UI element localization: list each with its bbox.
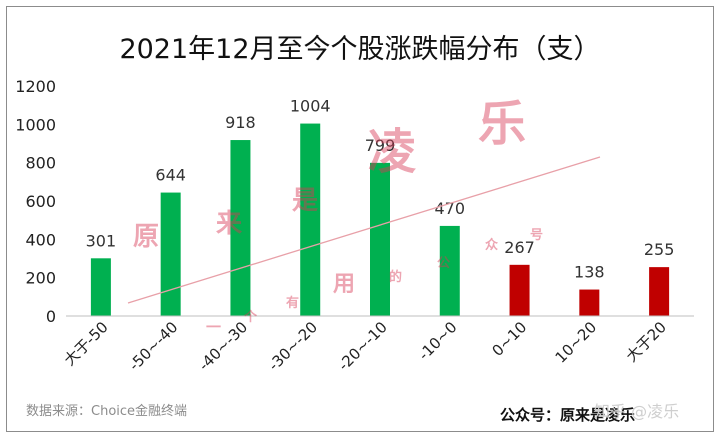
x-tick-label: -10~0 [415, 318, 461, 364]
data-label: 138 [574, 263, 605, 282]
y-tick-label: 400 [25, 230, 56, 249]
x-tick-label: -20~-10 [335, 318, 391, 374]
data-label: 644 [155, 166, 186, 185]
bar [509, 264, 530, 316]
x-tick-label: 大于20 [622, 318, 669, 365]
bar [579, 289, 600, 316]
bar [370, 162, 390, 316]
y-tick-label: 1200 [15, 77, 56, 96]
watermark-char-de: 的 [389, 270, 403, 285]
data-label: 267 [504, 238, 535, 257]
watermark-char-hao: 号 [530, 228, 544, 243]
y-tick-label: 600 [25, 192, 56, 211]
watermark-char-le: 乐 [478, 96, 527, 152]
chart-title: 2021年12月至今个股涨跌幅分布（支） [119, 34, 600, 65]
bar [230, 140, 251, 316]
trendline [127, 156, 601, 304]
data-label: 799 [365, 136, 396, 155]
bars [90, 123, 670, 316]
watermark-char-yong: 用 [333, 271, 356, 297]
x-tick-label: -40~-30 [195, 318, 251, 374]
watermark-char-ling: 凌 [368, 124, 417, 180]
watermark-char-yi: 一 [206, 318, 222, 336]
wechat-account: 公众号：原来是凌乐 [500, 406, 636, 424]
data-label: 1004 [290, 97, 331, 116]
watermark-char-ge: 个 [244, 310, 258, 325]
y-tick-label: 800 [25, 154, 56, 173]
source-note: 数据来源：Choice金融终端 [26, 404, 188, 419]
data-label: 255 [644, 240, 675, 259]
bar [90, 258, 111, 316]
watermark-char-zhong: 众 [485, 238, 499, 253]
bar [160, 192, 181, 316]
data-label: 918 [225, 113, 256, 132]
data-label: 301 [86, 231, 117, 250]
data-label: 470 [435, 199, 466, 218]
bar [300, 123, 321, 316]
watermark-char-shi: 是 [292, 186, 319, 216]
y-axis: 0 200 400 600 800 1000 1200 [15, 77, 56, 326]
x-axis: 大于-50 -50~-40 -40~-30 -30~-20 -20~-10 -10~0 0~… [60, 315, 694, 374]
bar [649, 267, 670, 316]
x-tick-label: -50~-40 [125, 318, 181, 374]
x-tick-label: 10~20 [552, 318, 601, 367]
chart-frame [6, 6, 714, 432]
watermark-char-you: 有 [286, 296, 300, 311]
x-tick-label: 0~10 [489, 318, 531, 360]
y-tick-label: 200 [25, 269, 56, 288]
bar [439, 225, 460, 316]
zhihu-watermark: 知乎 @凌乐 [594, 402, 680, 421]
value-labels: 301 644 918 1004 799 470 267 138 255 [86, 97, 675, 282]
watermark-char-gong: 公 [437, 256, 451, 271]
y-tick-label: 1000 [15, 115, 56, 134]
watermark-char-yuan: 原 [133, 222, 160, 252]
y-tick-label: 0 [46, 307, 56, 326]
x-tick-label: -30~-20 [265, 318, 321, 374]
x-tick-label: 大于-50 [60, 318, 111, 369]
watermark-char-lai: 来 [216, 209, 243, 239]
